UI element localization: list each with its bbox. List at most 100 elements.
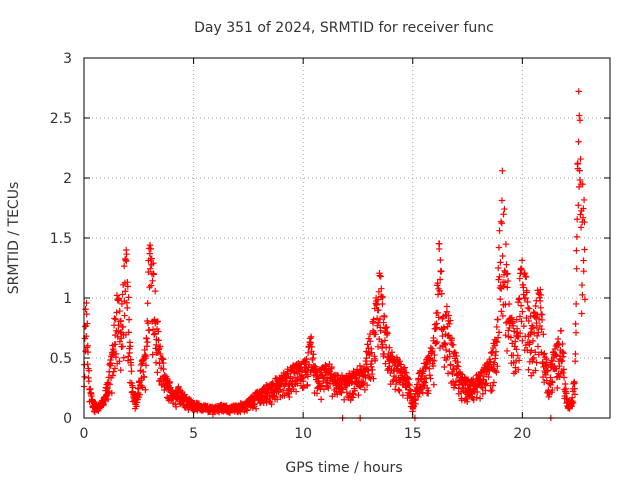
data-point (434, 309, 441, 317)
data-point (557, 327, 565, 334)
data-point (432, 340, 440, 347)
data-point (571, 358, 579, 365)
data-point (143, 335, 150, 342)
data-point (437, 256, 444, 264)
data-point (299, 384, 306, 392)
data-point (522, 294, 529, 302)
data-point (502, 331, 509, 339)
data-point (497, 295, 504, 303)
data-point (513, 316, 520, 323)
data-point (455, 363, 462, 370)
data-point (496, 273, 503, 280)
data-point (502, 240, 510, 248)
data-point (110, 368, 117, 375)
data-point (555, 341, 562, 349)
data-point (523, 289, 531, 296)
data-point (490, 359, 498, 366)
data-point (118, 335, 125, 342)
data-point (571, 385, 578, 392)
data-point (287, 373, 294, 380)
data-point (581, 218, 588, 226)
data-point (528, 347, 535, 354)
data-point (160, 365, 167, 373)
data-point (540, 331, 547, 338)
data-point (483, 379, 490, 387)
y-tick-label: 0.5 (50, 351, 72, 367)
data-point (121, 312, 128, 319)
data-point (488, 349, 495, 357)
data-point (536, 322, 544, 330)
data-point (562, 380, 569, 388)
data-point (580, 205, 587, 212)
data-point (529, 337, 537, 345)
data-point (446, 320, 453, 328)
data-point (128, 368, 135, 375)
data-point (381, 337, 389, 344)
y-axis-label: SRMTID / TECUs (6, 182, 22, 295)
data-point (112, 350, 120, 358)
data-point (115, 295, 123, 302)
data-point (560, 374, 568, 381)
data-point (493, 323, 501, 331)
data-point (300, 384, 307, 391)
data-point (116, 358, 123, 365)
data-point (581, 246, 588, 253)
data-point (514, 352, 522, 359)
data-point (375, 307, 382, 314)
data-point (448, 335, 456, 342)
data-point (509, 322, 517, 330)
data-point (365, 367, 372, 374)
data-point (84, 360, 91, 368)
data-point (499, 252, 506, 260)
data-point (573, 233, 581, 241)
data-point (126, 349, 133, 357)
data-point (112, 341, 119, 348)
data-point (538, 311, 546, 318)
data-point (503, 347, 511, 355)
data-point (532, 349, 539, 356)
data-point (436, 276, 444, 283)
data-point (554, 335, 562, 343)
data-point (381, 313, 388, 321)
data-point (142, 386, 149, 393)
data-point (520, 291, 527, 298)
data-point (175, 383, 182, 390)
data-point (490, 379, 498, 386)
data-point (407, 387, 415, 395)
data-point (441, 363, 448, 371)
data-point (117, 366, 124, 374)
data-point (571, 379, 578, 387)
data-point (581, 296, 589, 303)
data-point (574, 216, 581, 223)
data-point (512, 338, 519, 345)
data-point (147, 265, 154, 272)
data-point (524, 298, 531, 306)
data-point (500, 211, 507, 218)
data-point (572, 300, 580, 308)
data-point (399, 392, 407, 399)
data-point (144, 338, 151, 346)
data-point (578, 310, 585, 317)
data-point (135, 385, 142, 393)
data-point (84, 342, 91, 350)
data-point (243, 406, 250, 414)
data-point (482, 387, 489, 394)
data-point (431, 351, 438, 359)
data-point (368, 363, 375, 370)
data-point (377, 273, 384, 280)
data-point (362, 357, 370, 365)
data-point (119, 343, 127, 350)
data-point (518, 266, 525, 274)
grid-layer (84, 58, 610, 418)
data-point (382, 360, 389, 367)
data-point (325, 384, 332, 392)
data-point (430, 334, 437, 342)
data-point (129, 384, 136, 391)
data-point (553, 352, 560, 359)
chart-title: Day 351 of 2024, SRMTID for receiver fun… (194, 20, 494, 36)
data-point (367, 338, 374, 345)
data-point (500, 283, 508, 290)
data-point (426, 365, 433, 372)
data-point (580, 196, 588, 204)
